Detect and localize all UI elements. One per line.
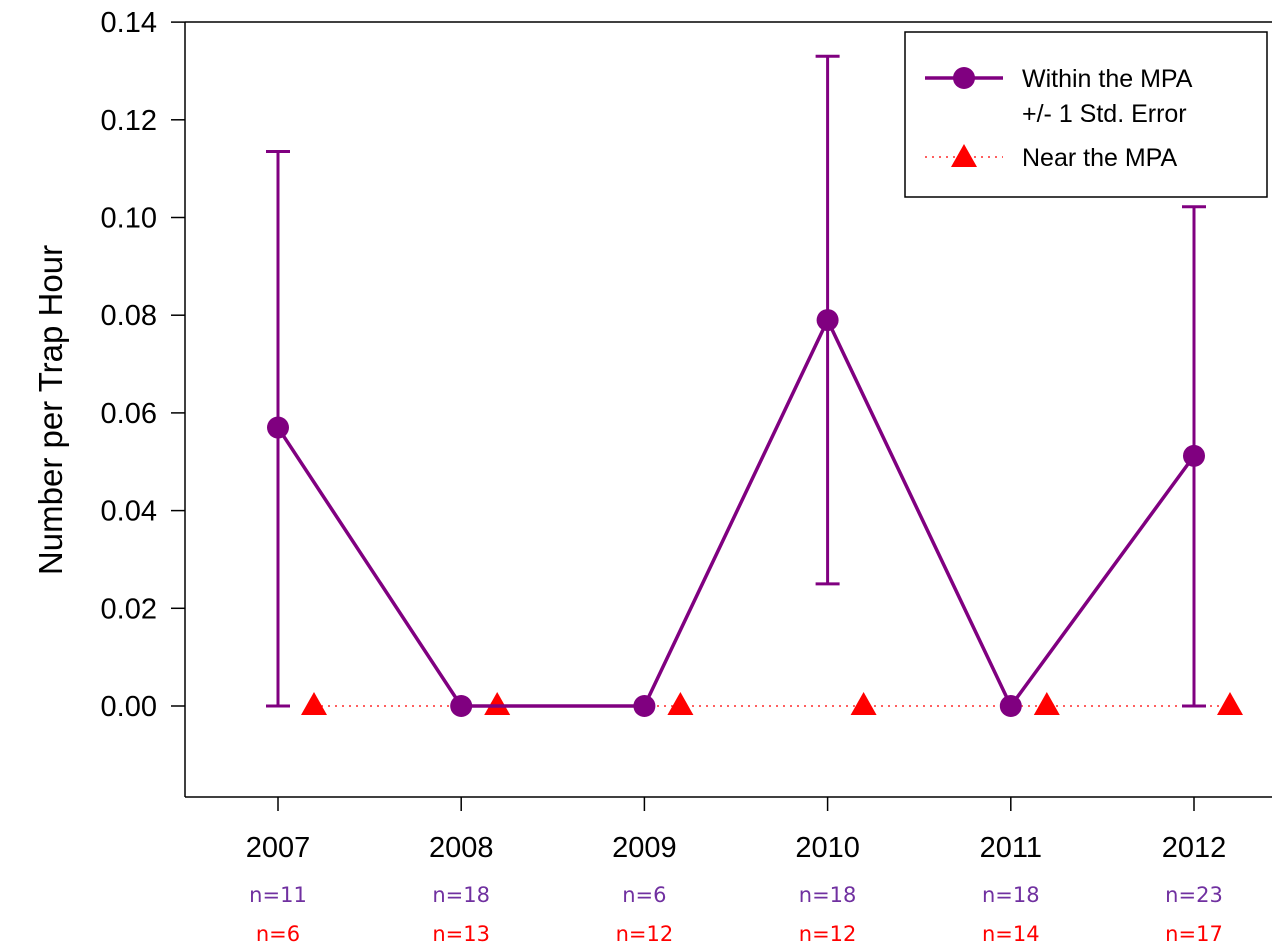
series-near-the-mpa xyxy=(301,692,1243,715)
chart-legend: Within the MPA +/- 1 Std. Error Near the… xyxy=(904,31,1268,198)
legend-near-marker xyxy=(951,144,977,167)
x-tick-label: 2012 xyxy=(1162,832,1227,864)
x-tick-label: 2008 xyxy=(429,832,494,864)
n-label-within: n=18 xyxy=(982,883,1040,907)
legend-box xyxy=(904,31,1268,198)
x-tick-label: 2009 xyxy=(612,832,677,864)
x-tick-label: 2007 xyxy=(246,832,311,864)
chart-axes xyxy=(184,21,1272,798)
legend-error-label: +/- 1 Std. Error xyxy=(1022,100,1187,128)
within-series-point xyxy=(1183,444,1205,467)
near-series-point xyxy=(484,692,511,715)
n-label-near: n=17 xyxy=(1165,922,1223,946)
x-tick-label: 2011 xyxy=(980,832,1042,864)
n-label-within: n=6 xyxy=(622,883,666,907)
legend-within-marker xyxy=(953,67,975,89)
within-series-point xyxy=(816,309,839,332)
n-label-near: n=14 xyxy=(982,922,1040,946)
y-tick-label: 0.14 xyxy=(101,7,157,39)
x-tick-label: 2010 xyxy=(795,832,860,864)
y-tick-label: 0.10 xyxy=(101,203,157,235)
n-label-within: n=18 xyxy=(799,883,857,907)
series-within-the-mpa xyxy=(266,54,1206,717)
within-series-line xyxy=(276,316,1196,710)
n-label-near: n=13 xyxy=(432,922,490,946)
n-label-within: n=18 xyxy=(432,883,490,907)
within-series-point xyxy=(999,695,1022,717)
y-tick-label: 0.02 xyxy=(101,593,157,625)
n-label-within: n=23 xyxy=(1165,883,1223,907)
near-series-point xyxy=(667,692,694,715)
y-axis-label: Number per Trap Hour xyxy=(32,245,69,575)
near-series-point xyxy=(850,692,877,715)
n-label-near: n=12 xyxy=(616,922,674,946)
within-series-point xyxy=(267,416,289,439)
x-ticks: 2007 2008 2009 2010 2011 2012 xyxy=(246,797,1227,864)
near-series-point xyxy=(1217,692,1243,715)
n-label-near: n=6 xyxy=(256,922,300,946)
near-series-point xyxy=(301,692,327,715)
y-tick-label: 0.12 xyxy=(101,105,157,137)
near-series-point xyxy=(1033,692,1060,715)
n-label-within: n=11 xyxy=(249,883,307,907)
y-tick-label: 0.00 xyxy=(101,691,157,723)
within-series-point xyxy=(633,695,656,717)
legend-within-label: Within the MPA xyxy=(1022,65,1193,93)
y-tick-label: 0.08 xyxy=(101,300,157,332)
y-ticks: 0.00 0.02 0.04 0.06 0.08 0.10 0.12 0.14 xyxy=(101,7,185,723)
y-tick-label: 0.04 xyxy=(101,496,157,528)
y-tick-label: 0.06 xyxy=(101,398,157,430)
legend-near-label: Near the MPA xyxy=(1022,144,1177,172)
within-series-point xyxy=(450,695,473,717)
n-label-near: n=12 xyxy=(799,922,857,946)
sample-size-labels: n=11 n=6 n=18 n=13 n=6 n=12 n=18 n=12 n=18 n=14 n=… xyxy=(249,883,1223,946)
